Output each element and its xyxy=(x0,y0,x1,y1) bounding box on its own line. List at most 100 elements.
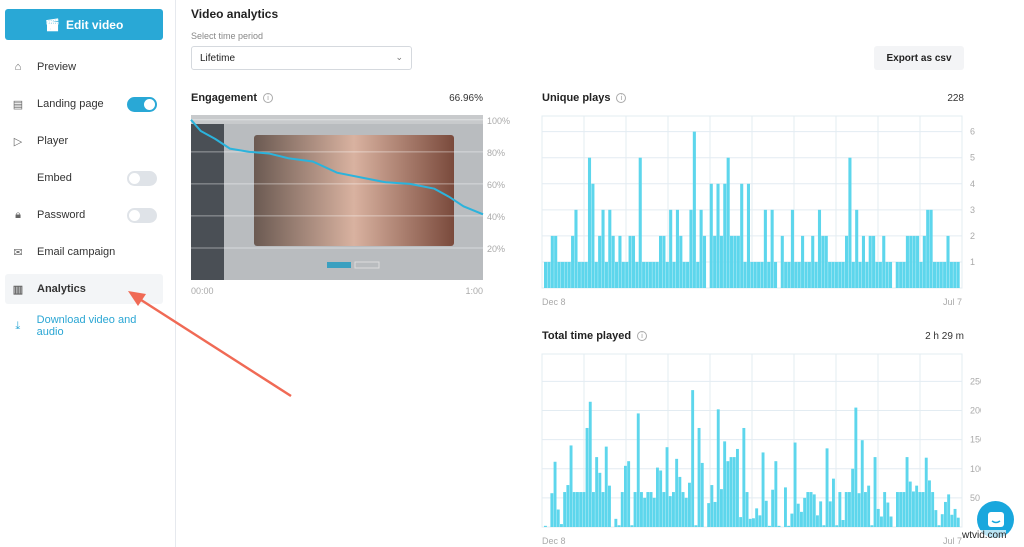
bar xyxy=(868,235,872,288)
bar xyxy=(784,487,787,527)
bar xyxy=(882,235,886,288)
sidebar-item-player[interactable]: ▷ Player xyxy=(5,126,163,156)
bar xyxy=(854,407,858,527)
sidebar-item-email-campaign[interactable]: ✉ Email campaign xyxy=(5,237,163,267)
bar xyxy=(638,157,642,288)
bar xyxy=(662,492,666,527)
y-tick-label: 100% xyxy=(487,116,510,126)
sidebar-item-label: Player xyxy=(37,135,69,147)
bar xyxy=(556,509,560,527)
y-tick-label: 1 xyxy=(970,257,975,267)
page-title: Video analytics xyxy=(191,7,279,21)
sidebar-item-analytics[interactable]: ▥ Analytics xyxy=(5,274,163,304)
sidebar-item-password[interactable]: 🔒︎ Password xyxy=(5,200,163,230)
watermark: wtvid.com xyxy=(962,530,1007,541)
bar xyxy=(787,525,791,527)
sidebar-item-landing-page[interactable]: ▤ Landing page xyxy=(5,89,163,119)
x-tick-label: Dec 8 xyxy=(542,536,566,546)
bar xyxy=(628,235,632,288)
unique-plays-value: 228 xyxy=(947,93,964,104)
bar xyxy=(736,448,739,527)
page-icon: ▤ xyxy=(12,98,24,111)
bar xyxy=(648,261,652,288)
sidebar-item-preview[interactable]: ⌂ Preview xyxy=(5,52,163,82)
bar xyxy=(872,235,876,288)
bar xyxy=(594,261,598,288)
bar xyxy=(746,183,751,288)
y-tick-label: 40% xyxy=(487,212,505,222)
bar xyxy=(755,508,759,527)
toggle-switch[interactable] xyxy=(127,208,157,223)
bar xyxy=(656,467,659,527)
bar xyxy=(865,261,869,288)
bar xyxy=(794,261,798,288)
bar xyxy=(730,235,734,288)
bar xyxy=(574,209,578,288)
bar xyxy=(824,235,828,288)
bar xyxy=(895,261,899,288)
bar xyxy=(598,472,602,527)
bar xyxy=(604,261,608,288)
bar xyxy=(797,261,801,288)
bar xyxy=(601,209,605,288)
bar xyxy=(937,525,941,527)
sidebar-item-label: Password xyxy=(37,209,86,221)
bar xyxy=(617,525,621,527)
bar xyxy=(672,261,676,288)
info-icon[interactable]: i xyxy=(637,331,648,341)
bar xyxy=(554,235,558,288)
toggle-switch[interactable] xyxy=(127,97,157,112)
bar xyxy=(655,261,659,288)
bar xyxy=(828,501,832,527)
bar xyxy=(742,427,746,527)
bar xyxy=(684,497,688,527)
bar xyxy=(692,131,696,288)
bar xyxy=(896,492,899,527)
bar xyxy=(582,492,586,527)
y-tick-label: 50 xyxy=(970,493,980,503)
bar xyxy=(922,235,926,288)
y-tick-label: 250 xyxy=(970,376,981,386)
bar xyxy=(806,492,810,527)
bar xyxy=(601,492,605,527)
bar xyxy=(729,457,733,527)
bar xyxy=(620,492,624,527)
bar xyxy=(694,525,698,527)
export-csv-button[interactable]: Export as csv xyxy=(874,46,964,70)
bar xyxy=(726,157,730,288)
bar xyxy=(899,492,903,527)
bar xyxy=(579,492,583,527)
bar xyxy=(770,209,774,288)
sidebar-item-embed[interactable]: Embed xyxy=(5,163,163,193)
download-video-link[interactable]: ⤓ Download video and audio xyxy=(5,311,163,341)
bar xyxy=(841,261,845,288)
bar xyxy=(592,492,595,527)
sidebar-item-label: Analytics xyxy=(37,283,86,295)
toggle-switch[interactable] xyxy=(127,171,157,186)
bar xyxy=(669,209,673,288)
bar xyxy=(932,261,937,288)
bar xyxy=(867,485,871,527)
bar xyxy=(743,261,747,288)
chevron-down-icon: ⌄ xyxy=(395,52,403,62)
bar xyxy=(739,517,743,527)
bar xyxy=(553,461,557,527)
edit-video-button[interactable]: 🎬︎ Edit video xyxy=(5,9,163,40)
total-time-chart: 50 100 150 200 250 Dec 8 Jul 7 xyxy=(541,353,981,546)
info-icon[interactable]: i xyxy=(616,93,627,103)
bar xyxy=(861,235,866,288)
period-select[interactable]: Lifetime ⌄ xyxy=(191,46,412,70)
engagement-title: Engagement i xyxy=(191,92,274,104)
bar xyxy=(768,525,771,527)
bar xyxy=(723,441,727,527)
bar xyxy=(899,261,903,288)
bar xyxy=(633,492,637,527)
bar xyxy=(817,209,822,288)
bar xyxy=(809,492,813,527)
x-tick-label: Jul 7 xyxy=(943,536,962,546)
bar xyxy=(905,457,909,527)
info-icon[interactable]: i xyxy=(263,93,274,103)
unique-plays-title: Unique plays i xyxy=(542,92,627,104)
bar xyxy=(909,235,913,288)
bar xyxy=(828,261,832,288)
